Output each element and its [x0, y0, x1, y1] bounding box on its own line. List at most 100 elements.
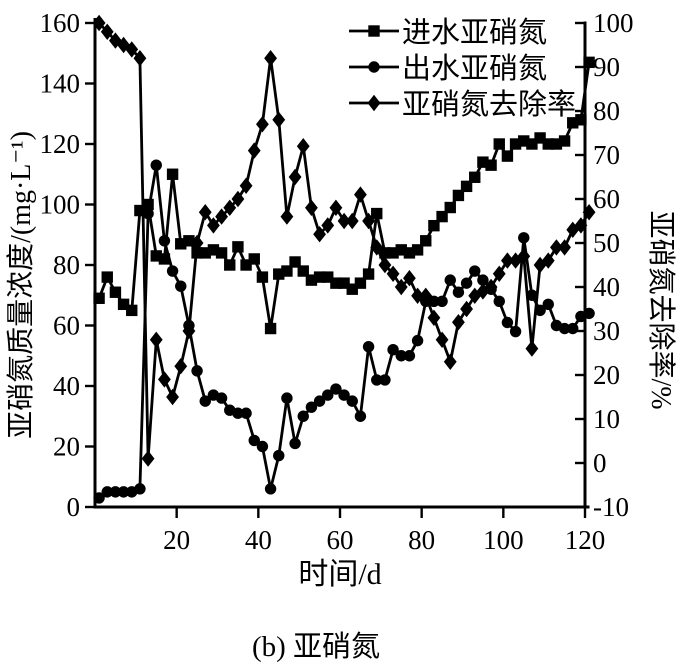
- series-2-diamond-marker: [541, 252, 555, 269]
- series-0-square-marker: [207, 244, 220, 256]
- series-1-circle-marker: [387, 344, 399, 356]
- series-0-square-marker: [175, 238, 187, 250]
- legend-label-removal: 亚硝氮去除率: [402, 88, 576, 121]
- series-1-circle-marker: [411, 334, 424, 347]
- series-2-diamond-marker: [468, 287, 482, 304]
- series-1-circle-marker: [142, 207, 154, 220]
- series-1-circle-marker: [313, 395, 326, 407]
- series-0-square-marker: [289, 256, 301, 268]
- y-axis-title-right: 亚硝氮去除率/%: [645, 210, 677, 409]
- series-1-circle-marker: [526, 289, 538, 301]
- series-0-square-marker: [534, 132, 546, 144]
- series-2-diamond-marker: [149, 331, 163, 348]
- series-0-square-marker: [509, 138, 522, 150]
- series-2-diamond-marker: [288, 168, 302, 186]
- series-1-circle-marker: [428, 295, 440, 307]
- series-2-diamond-marker: [321, 217, 335, 234]
- series-1-circle-marker: [175, 280, 187, 292]
- y-left-tick-label: 140: [40, 69, 81, 99]
- series-0-square-marker: [395, 244, 407, 256]
- series-1-circle-marker: [166, 265, 179, 277]
- series-1-circle-marker: [436, 295, 448, 307]
- series-0-square-marker: [150, 250, 162, 262]
- series-2-diamond-marker: [337, 212, 351, 230]
- series-0-square-marker: [420, 235, 432, 247]
- series-0-square-marker: [444, 201, 456, 214]
- series-1-circle-marker: [338, 389, 350, 401]
- series-0-square-marker: [518, 135, 530, 147]
- x-axis-title: 时间/d: [298, 558, 381, 591]
- series-0-square-marker: [526, 138, 538, 150]
- series-2-diamond-marker: [419, 287, 433, 304]
- series-2-diamond-marker: [582, 204, 596, 221]
- series-0-square-marker: [436, 210, 448, 223]
- x-tick-label: 40: [245, 525, 272, 555]
- series-2-diamond-marker: [354, 186, 367, 203]
- legend: 进水亚硝氮 出水亚硝氮 亚硝氮去除率: [402, 16, 576, 121]
- series-1-circle-marker: [371, 374, 383, 386]
- series-2-diamond-marker: [345, 212, 359, 230]
- series-1-circle-marker: [518, 232, 530, 244]
- series-1-circle-marker: [444, 274, 456, 286]
- series-0-square-marker: [493, 138, 505, 150]
- series-0-square-marker: [101, 271, 113, 283]
- series-1-circle-marker: [379, 374, 391, 386]
- series-2-diamond-marker: [378, 256, 392, 274]
- series-0-square-marker: [297, 265, 309, 277]
- series-0-square-marker: [313, 271, 326, 283]
- series-0-square-marker: [232, 241, 244, 253]
- legend-diamond-marker: [367, 94, 381, 112]
- series-0-square-marker: [224, 259, 236, 271]
- series-1-circle-marker: [240, 407, 252, 419]
- series-1-circle-marker: [289, 437, 301, 450]
- series-0-square-marker: [379, 247, 391, 259]
- series-2-diamond-marker: [166, 388, 179, 406]
- series-2-diamond-marker: [484, 278, 498, 296]
- series-0-square-marker: [362, 268, 375, 280]
- series-1-circle-marker: [281, 392, 293, 404]
- series-2-diamond-marker: [182, 322, 196, 340]
- series-0-square-marker: [273, 268, 285, 280]
- series-0-square-marker: [322, 271, 334, 283]
- series-0-square-marker: [166, 168, 179, 180]
- series-1-circle-marker: [567, 322, 579, 335]
- series-2-diamond-marker: [558, 239, 571, 256]
- series-1-circle-marker: [509, 325, 522, 338]
- y-right-tick-label: 100: [593, 8, 634, 38]
- series-1-circle-marker: [297, 410, 309, 422]
- series-1-circle-marker: [460, 277, 473, 289]
- series-1-circle-marker: [305, 401, 318, 413]
- series-2-diamond-marker: [231, 190, 245, 208]
- series-1-circle-marker: [403, 350, 416, 362]
- series-2-diamond-marker: [435, 331, 449, 348]
- series-2-diamond-marker: [272, 111, 286, 128]
- series-0-square-marker: [411, 244, 424, 256]
- series-2-diamond-marker: [452, 314, 465, 331]
- series-2-diamond-marker: [443, 353, 457, 370]
- series-0-square-marker: [403, 247, 416, 259]
- y-right-tick-label: 90: [593, 52, 620, 82]
- legend-circle-marker: [368, 61, 380, 73]
- y-left-tick-label: 60: [53, 311, 80, 341]
- series-0-square-marker: [330, 277, 342, 289]
- series-1-circle-marker: [477, 274, 489, 286]
- series-1-circle-marker: [134, 483, 146, 495]
- y-right-tick-label: 10: [593, 404, 620, 434]
- series-0-square-marker: [264, 322, 277, 335]
- series-0-square-marker: [371, 207, 383, 220]
- series-2-diamond-marker: [525, 340, 539, 357]
- series-1-circle-marker: [215, 392, 228, 404]
- series-0-square-marker: [354, 277, 367, 289]
- y-left-tick-label: 0: [67, 492, 81, 522]
- series-2-diamond-marker: [370, 239, 384, 256]
- figure-caption: (b) 亚硝氮: [252, 630, 380, 663]
- series-2-diamond-marker: [386, 265, 400, 282]
- series-0-square-marker: [387, 247, 399, 259]
- series-2-diamond-marker: [313, 226, 326, 243]
- series-1-circle-marker: [583, 307, 595, 320]
- y-right-tick-label: 40: [593, 272, 620, 302]
- series-2-diamond-marker: [125, 41, 139, 58]
- series-1-circle-marker: [493, 295, 505, 307]
